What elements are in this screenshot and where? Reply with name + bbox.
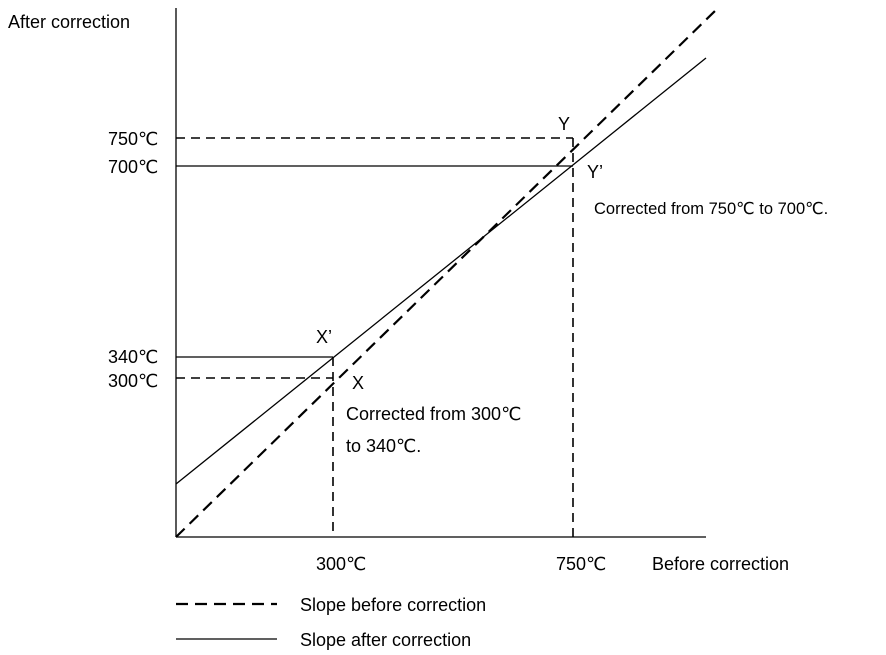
annotation-lower-line1: Corrected from 300℃ (346, 404, 521, 424)
y-axis-title: After correction (8, 12, 130, 32)
slope-after-correction-line (175, 57, 707, 485)
x-tick-300: 300℃ (316, 554, 366, 574)
point-y-prime-label: Y’ (587, 162, 603, 182)
point-y-label: Y (558, 114, 570, 134)
y-tick-700: 700℃ (108, 157, 158, 177)
x-tick-750: 750℃ (556, 554, 606, 574)
legend-dashed-label: Slope before correction (300, 595, 486, 615)
annotation-lower-line2: to 340℃. (346, 436, 421, 456)
legend-solid-label: Slope after correction (300, 630, 471, 650)
y-tick-340: 340℃ (108, 347, 158, 367)
x-axis-title: Before correction (652, 554, 789, 574)
annotation-upper: Corrected from 750℃ to 700℃. (594, 200, 828, 218)
slope-before-correction-line (175, 9, 717, 538)
y-tick-300: 300℃ (108, 371, 158, 391)
point-x-prime-label: X’ (316, 327, 332, 347)
y-tick-750: 750℃ (108, 129, 158, 149)
point-x-label: X (352, 373, 364, 393)
